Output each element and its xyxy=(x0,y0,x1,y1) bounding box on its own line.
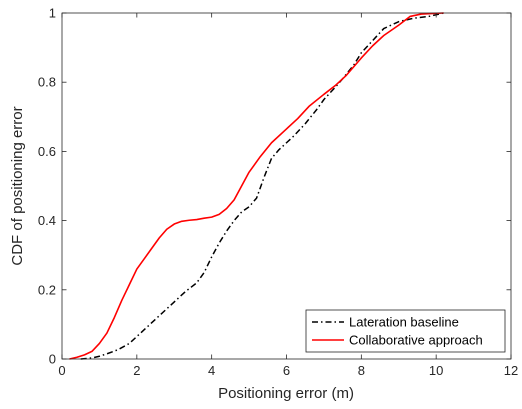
x-tick-label: 6 xyxy=(283,363,290,378)
x-tick-label: 0 xyxy=(58,363,65,378)
y-tick-label: 0.2 xyxy=(38,282,56,297)
y-axis-label: CDF of positioning error xyxy=(9,106,26,265)
y-tick-label: 0 xyxy=(49,352,56,367)
series-layer xyxy=(69,12,444,360)
series-line-lateration-baseline xyxy=(80,12,444,360)
legend-label: Lateration baseline xyxy=(349,315,459,330)
y-tick-label: 0.4 xyxy=(38,213,56,228)
y-tick-label: 1 xyxy=(49,6,56,21)
x-axis-label: Positioning error (m) xyxy=(218,385,354,402)
plot-background xyxy=(62,13,511,359)
series-line-collaborative-approach xyxy=(69,12,444,360)
legend-box xyxy=(305,309,506,353)
legend: Lateration baseline Collaborative approac… xyxy=(305,309,506,353)
legend-label: Collaborative approach xyxy=(349,333,483,348)
x-tick-label: 2 xyxy=(133,363,140,378)
x-tick-label: 4 xyxy=(208,363,215,378)
axes-layer: 0 2 4 6 8 10 12 0 0.2 0.4 0.6 0.8 1 xyxy=(38,6,518,379)
plot-area xyxy=(62,13,511,359)
x-tick-label: 8 xyxy=(358,363,365,378)
x-tick-label: 10 xyxy=(429,363,443,378)
y-tick-label: 0.8 xyxy=(38,75,56,90)
y-tick-label: 0.6 xyxy=(38,144,56,159)
x-tick-label: 12 xyxy=(504,363,518,378)
